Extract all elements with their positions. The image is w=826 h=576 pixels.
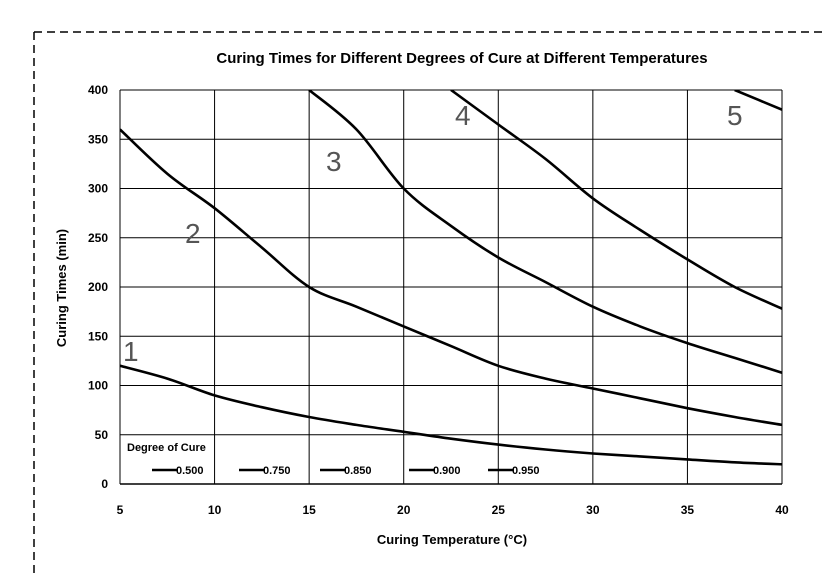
y-axis-label: Curing Times (min) (54, 229, 69, 347)
series-layer (120, 90, 782, 466)
x-tick-label: 30 (586, 503, 600, 517)
curve-label-3: 3 (326, 146, 342, 177)
legend-entry-label: 0.750 (263, 465, 291, 477)
legend-entry-label: 0.850 (344, 465, 372, 477)
curve-label-1: 1 (123, 336, 139, 367)
x-tick-label: 10 (208, 503, 222, 517)
curve-label-4: 4 (455, 100, 471, 131)
y-tick-label: 400 (88, 83, 108, 97)
series-line-0.750 (120, 128, 782, 427)
x-axis-label: Curing Temperature (°C) (377, 532, 527, 547)
series-line-0.950 (734, 90, 782, 111)
y-tick-label: 250 (88, 231, 108, 245)
y-tick-label: 150 (88, 329, 108, 343)
y-tick-label: 300 (88, 182, 108, 196)
x-tick-label: 40 (775, 503, 789, 517)
y-tick-label: 200 (88, 280, 108, 294)
grid (119, 89, 783, 485)
legend: Degree of Cure 0.500 0.750 0.850 0.900 0.950 (127, 442, 540, 477)
y-tick-label: 350 (88, 132, 108, 146)
legend-entry-label: 0.900 (433, 465, 461, 477)
legend-title: Degree of Cure (127, 442, 206, 454)
x-tick-label: 25 (492, 503, 506, 517)
curve-label-2: 2 (185, 218, 201, 249)
x-tick-label: 15 (302, 503, 316, 517)
legend-entry-label: 0.500 (176, 465, 204, 477)
chart-title: Curing Times for Different Degrees of Cu… (216, 50, 707, 67)
y-tick-label: 0 (101, 477, 108, 491)
series-line-0.900 (450, 90, 782, 310)
x-tick-label: 5 (117, 503, 124, 517)
x-tick-label: 35 (681, 503, 695, 517)
legend-entry-label: 0.950 (512, 465, 540, 477)
x-tick-label: 20 (397, 503, 411, 517)
curve-label-5: 5 (727, 100, 743, 131)
y-tick-label: 50 (95, 428, 109, 442)
series-line-0.500 (120, 364, 782, 466)
curve-labels: 1 2 3 4 5 (123, 100, 743, 367)
y-tick-label: 100 (88, 379, 108, 393)
series-line-0.850 (308, 90, 782, 374)
